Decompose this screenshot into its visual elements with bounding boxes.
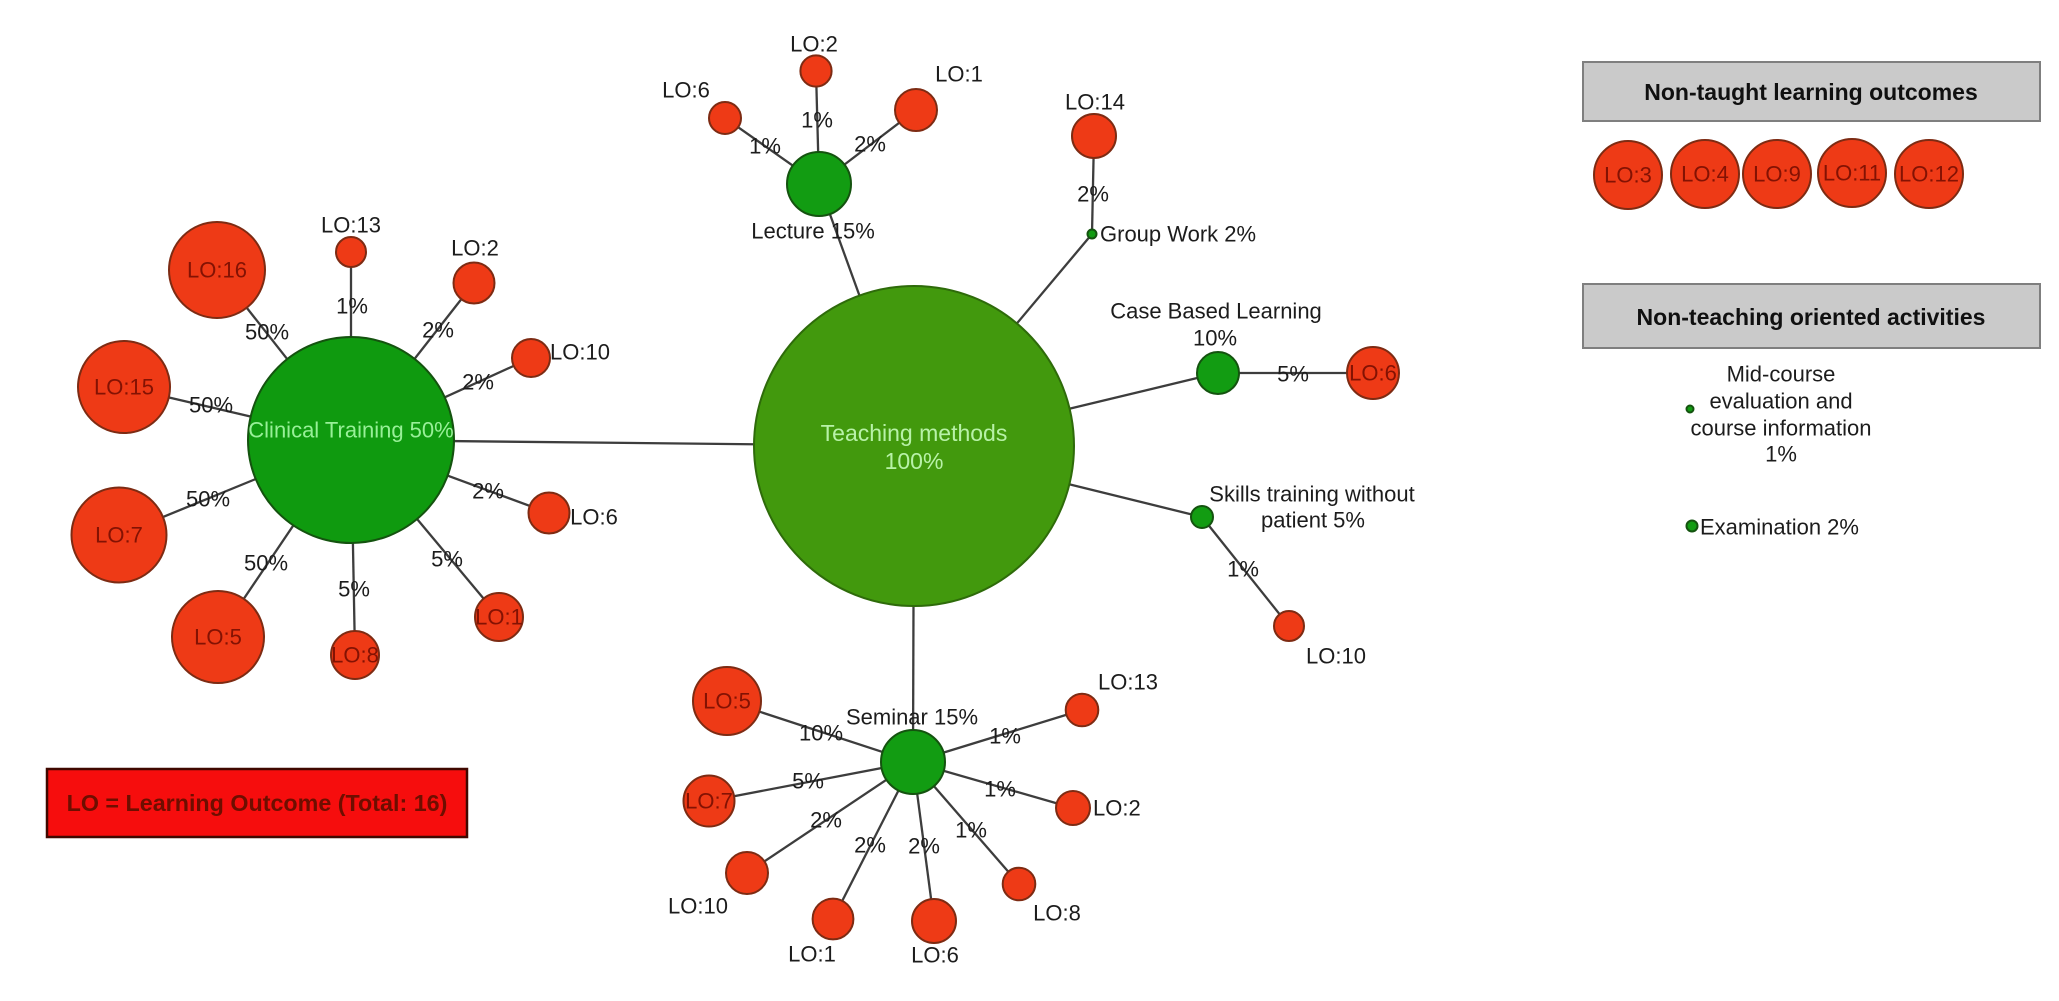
svg-text:LO:13: LO:13 bbox=[321, 213, 381, 238]
svg-text:1%: 1% bbox=[1227, 557, 1259, 582]
svg-text:2%: 2% bbox=[854, 132, 886, 157]
svg-text:LO:2: LO:2 bbox=[451, 236, 499, 261]
svg-text:LO:3: LO:3 bbox=[1604, 163, 1652, 188]
svg-text:LO:13: LO:13 bbox=[1098, 670, 1158, 695]
svg-text:50%: 50% bbox=[245, 320, 289, 345]
svg-text:LO:6: LO:6 bbox=[662, 78, 710, 103]
svg-text:50%: 50% bbox=[244, 551, 288, 576]
svg-text:LO:8: LO:8 bbox=[331, 643, 379, 668]
svg-text:2%: 2% bbox=[854, 833, 886, 858]
svg-text:5%: 5% bbox=[338, 577, 370, 602]
svg-text:50%: 50% bbox=[189, 393, 233, 418]
svg-text:patient 5%: patient 5% bbox=[1261, 508, 1365, 533]
svg-text:Non-teaching oriented activiti: Non-teaching oriented activities bbox=[1637, 304, 1986, 330]
svg-text:1%: 1% bbox=[801, 108, 833, 133]
svg-text:Case Based Learning: Case Based Learning bbox=[1110, 299, 1322, 324]
svg-text:course information: course information bbox=[1691, 416, 1872, 441]
svg-text:1%: 1% bbox=[749, 134, 781, 159]
svg-text:5%: 5% bbox=[792, 769, 824, 794]
svg-text:LO:10: LO:10 bbox=[668, 894, 728, 919]
svg-text:LO:9: LO:9 bbox=[1753, 162, 1801, 187]
svg-text:1%: 1% bbox=[955, 818, 987, 843]
svg-text:2%: 2% bbox=[462, 370, 494, 395]
svg-text:LO:10: LO:10 bbox=[550, 340, 610, 365]
svg-text:5%: 5% bbox=[1277, 362, 1309, 387]
svg-text:Skills training without: Skills training without bbox=[1209, 482, 1414, 507]
svg-text:Group Work 2%: Group Work 2% bbox=[1100, 222, 1256, 247]
svg-text:50%: 50% bbox=[186, 487, 230, 512]
svg-text:1%: 1% bbox=[1765, 442, 1797, 467]
svg-text:1%: 1% bbox=[989, 724, 1021, 749]
svg-text:LO:1: LO:1 bbox=[788, 942, 836, 967]
svg-text:LO:7: LO:7 bbox=[95, 523, 143, 548]
svg-text:10%: 10% bbox=[799, 721, 843, 746]
svg-text:LO:10: LO:10 bbox=[1306, 644, 1366, 669]
svg-text:evaluation and: evaluation and bbox=[1709, 389, 1852, 414]
svg-text:LO:8: LO:8 bbox=[1033, 901, 1081, 926]
svg-text:LO:5: LO:5 bbox=[194, 625, 242, 650]
svg-text:2%: 2% bbox=[1077, 182, 1109, 207]
svg-text:LO:6: LO:6 bbox=[1349, 361, 1397, 386]
svg-text:100%: 100% bbox=[885, 448, 944, 474]
svg-text:Non-taught learning outcomes: Non-taught learning outcomes bbox=[1644, 79, 1978, 105]
svg-text:LO:4: LO:4 bbox=[1681, 162, 1729, 187]
svg-text:LO:5: LO:5 bbox=[703, 689, 751, 714]
svg-text:1%: 1% bbox=[336, 294, 368, 319]
svg-text:LO:12: LO:12 bbox=[1899, 162, 1959, 187]
svg-text:Mid-course: Mid-course bbox=[1727, 362, 1836, 387]
svg-text:Examination 2%: Examination 2% bbox=[1700, 515, 1859, 540]
svg-text:1%: 1% bbox=[984, 777, 1016, 802]
svg-text:LO:11: LO:11 bbox=[1823, 161, 1881, 186]
svg-text:LO:2: LO:2 bbox=[790, 32, 838, 57]
svg-text:LO:15: LO:15 bbox=[94, 375, 154, 400]
svg-text:Clinical Training 50%: Clinical Training 50% bbox=[248, 418, 453, 443]
svg-text:LO:1: LO:1 bbox=[475, 605, 523, 630]
svg-text:LO:6: LO:6 bbox=[570, 505, 618, 530]
svg-text:LO = Learning Outcome (Total:: LO = Learning Outcome (Total: 16) bbox=[67, 790, 448, 816]
svg-text:2%: 2% bbox=[422, 318, 454, 343]
svg-text:LO:2: LO:2 bbox=[1093, 796, 1141, 821]
svg-text:LO:7: LO:7 bbox=[685, 789, 733, 814]
svg-text:Teaching methods: Teaching methods bbox=[821, 420, 1008, 446]
svg-text:2%: 2% bbox=[810, 808, 842, 833]
svg-text:LO:6: LO:6 bbox=[911, 943, 959, 968]
svg-text:Seminar 15%: Seminar 15% bbox=[846, 705, 978, 730]
svg-text:LO:16: LO:16 bbox=[187, 258, 247, 283]
svg-text:2%: 2% bbox=[472, 479, 504, 504]
svg-text:LO:14: LO:14 bbox=[1065, 90, 1125, 115]
svg-text:Lecture 15%: Lecture 15% bbox=[751, 219, 875, 244]
svg-text:5%: 5% bbox=[431, 547, 463, 572]
svg-text:2%: 2% bbox=[908, 834, 940, 859]
svg-text:10%: 10% bbox=[1193, 326, 1237, 351]
svg-text:LO:1: LO:1 bbox=[935, 62, 983, 87]
